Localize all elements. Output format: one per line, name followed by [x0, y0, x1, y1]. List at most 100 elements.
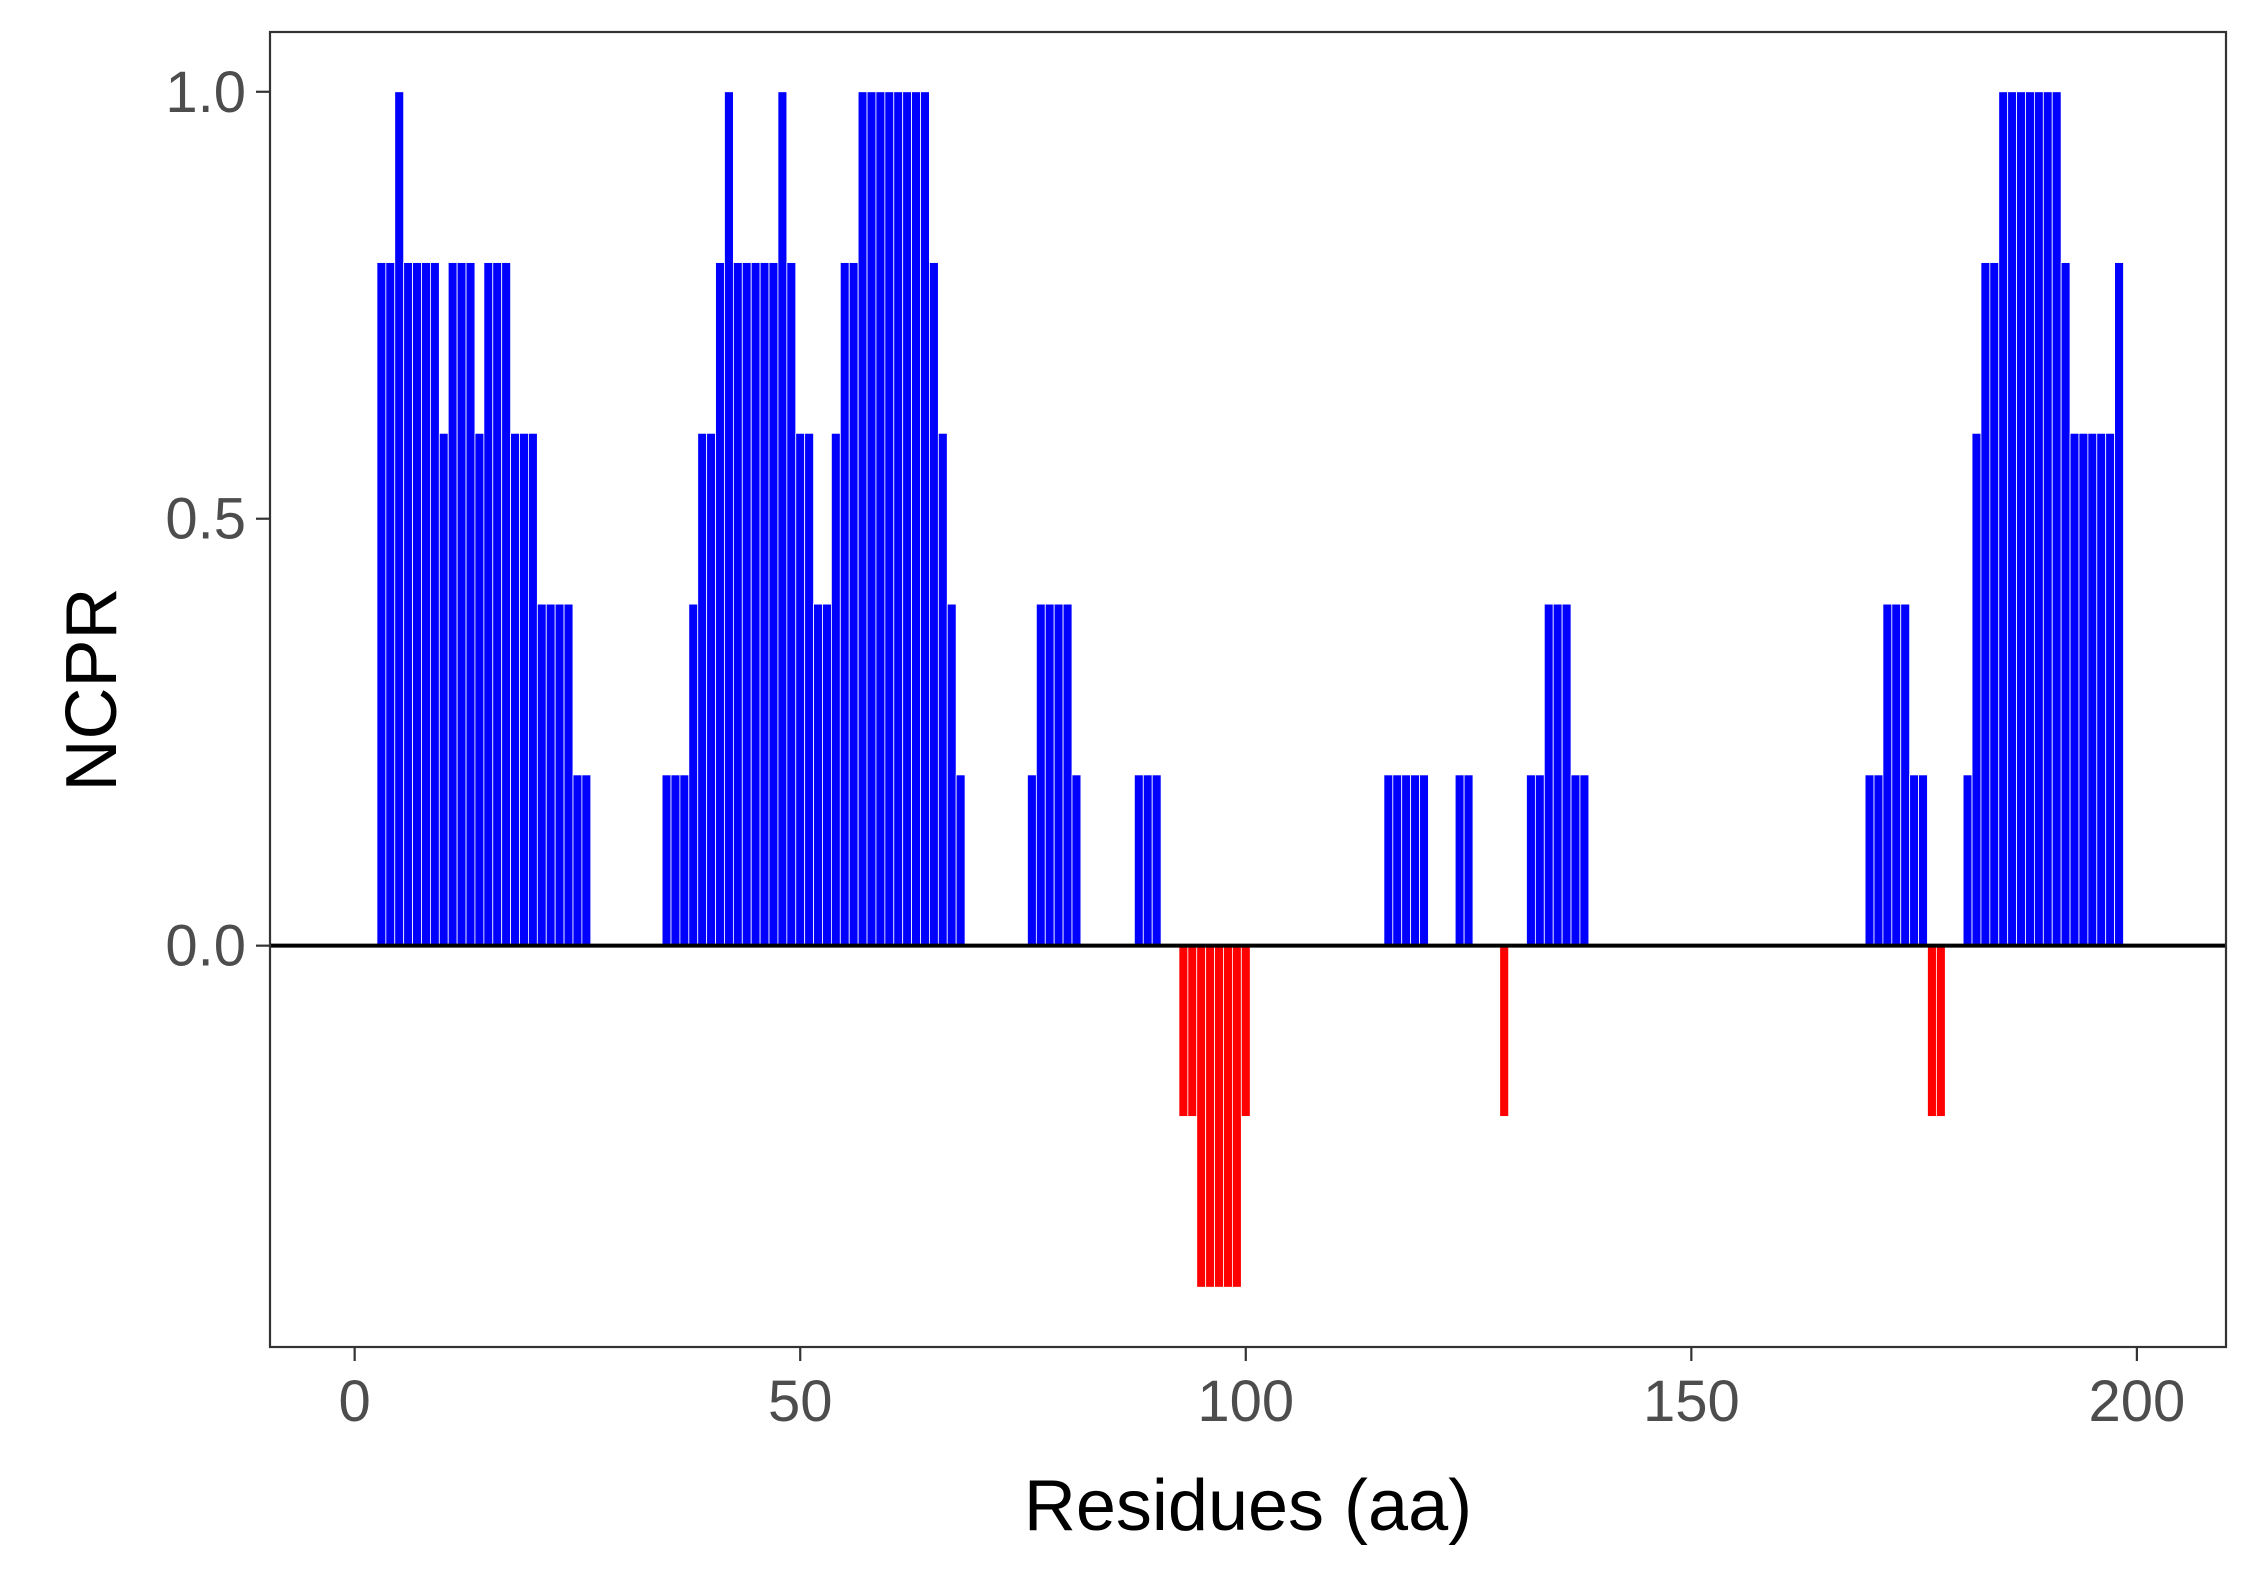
bar-residue-190 — [2042, 91, 2053, 947]
bar-residue-89 — [1142, 774, 1153, 947]
bar-residue-43 — [732, 262, 743, 947]
bar-residue-76 — [1027, 774, 1037, 947]
bar-residue-192 — [2060, 262, 2071, 947]
bar-residue-94 — [1187, 945, 1198, 1117]
bar-residue-189 — [2034, 91, 2044, 947]
bar-residue-98 — [1223, 945, 1233, 1288]
bar-residue-38 — [688, 603, 699, 947]
bar-residue-100 — [1240, 945, 1251, 1117]
x-tick-label: 200 — [2088, 1369, 2185, 1434]
bar-residue-51 — [804, 432, 814, 947]
bar-residue-8 — [421, 262, 431, 947]
bar-residue-198 — [2114, 262, 2124, 947]
bar-residue-175 — [1909, 774, 1919, 947]
bar-residue-37 — [679, 774, 690, 947]
bar-residue-67 — [946, 603, 957, 947]
bar-residue-26 — [581, 774, 592, 947]
y-tick-label: 0.5 — [165, 487, 246, 552]
bar-residue-39 — [697, 432, 708, 947]
bar-residue-45 — [750, 262, 761, 947]
bar-residue-57 — [857, 91, 868, 947]
bar-residue-54 — [831, 432, 841, 947]
bar-residue-195 — [2087, 432, 2098, 947]
bar-residue-16 — [492, 262, 503, 947]
bar-residue-44 — [741, 262, 752, 947]
bar-residue-50 — [795, 432, 806, 947]
bar-residue-183 — [1980, 262, 1991, 947]
bar-residue-93 — [1178, 945, 1189, 1117]
bar-residue-171 — [1873, 774, 1884, 947]
bar-residue-132 — [1526, 774, 1536, 947]
bar-residue-182 — [1971, 432, 1982, 947]
bar-residue-14 — [474, 432, 485, 947]
bar-residue-19 — [519, 432, 529, 947]
x-tick-label: 0 — [339, 1369, 371, 1434]
bar-residue-61 — [893, 91, 904, 947]
y-axis: 0.0 0.5 1.0 — [165, 60, 270, 979]
bar-residue-21 — [536, 603, 547, 947]
bar-residue-118 — [1401, 774, 1412, 947]
bar-residue-17 — [501, 262, 512, 947]
bar-residue-117 — [1392, 774, 1403, 947]
bar-residue-11 — [447, 262, 458, 947]
bar-residue-81 — [1071, 774, 1082, 947]
bar-residue-80 — [1062, 603, 1073, 947]
bar-residue-7 — [412, 262, 422, 947]
bar-residue-4 — [385, 262, 396, 947]
bar-residue-6 — [403, 262, 413, 947]
bar-residue-47 — [768, 262, 779, 947]
bar-residue-119 — [1410, 774, 1420, 947]
bar-residue-49 — [786, 262, 797, 947]
bar-residue-138 — [1579, 774, 1590, 947]
plot-frame — [268, 30, 2228, 1349]
bar-residue-124 — [1454, 774, 1465, 947]
bar-residue-188 — [2025, 91, 2035, 947]
bar-residue-53 — [822, 603, 832, 947]
bar-residue-136 — [1561, 603, 1572, 947]
bar-residue-13 — [465, 262, 476, 947]
bar-residue-184 — [1989, 262, 2000, 947]
bar-residue-90 — [1151, 774, 1162, 947]
bar-residue-25 — [572, 774, 583, 947]
bar-residue-9 — [429, 262, 440, 947]
bar-residue-56 — [848, 262, 859, 947]
bar-residue-88 — [1133, 774, 1144, 947]
bar-residue-77 — [1035, 603, 1046, 947]
bar-residue-135 — [1552, 603, 1563, 947]
bar-residue-173 — [1891, 603, 1902, 947]
bar-residue-55 — [839, 262, 850, 947]
x-tick-label: 50 — [768, 1369, 833, 1434]
bar-residue-125 — [1463, 774, 1474, 947]
x-tick-label: 100 — [1197, 1369, 1294, 1434]
bar-residue-196 — [2096, 432, 2107, 947]
bar-residue-5 — [394, 91, 405, 947]
bar-residue-79 — [1053, 603, 1064, 947]
bar-residue-60 — [884, 91, 895, 947]
bar-residue-174 — [1900, 603, 1911, 947]
bar-residue-20 — [528, 432, 538, 947]
bar-residue-185 — [1998, 91, 2009, 947]
bar-residue-22 — [545, 603, 556, 947]
bar-residue-177 — [1927, 945, 1937, 1117]
bar-residue-36 — [670, 774, 681, 947]
bar-residue-178 — [1935, 945, 1946, 1117]
bar-residue-194 — [2078, 432, 2089, 947]
bar-residue-66 — [937, 432, 948, 947]
bar-residue-186 — [2007, 91, 2017, 947]
bar-residue-120 — [1419, 774, 1429, 947]
bar-residue-58 — [866, 91, 877, 947]
bar-residue-78 — [1044, 603, 1055, 947]
bar-residue-134 — [1543, 603, 1554, 947]
bar-residue-52 — [813, 603, 823, 947]
bar-residue-40 — [706, 432, 716, 947]
bar-residue-193 — [2069, 432, 2080, 947]
bar-residue-65 — [929, 262, 939, 947]
bar-residue-63 — [911, 91, 921, 947]
bar-residue-23 — [554, 603, 565, 947]
bar-residue-3 — [376, 262, 387, 947]
bar-residue-12 — [456, 262, 467, 947]
bar-residue-133 — [1534, 774, 1545, 947]
bar-residue-176 — [1918, 774, 1928, 947]
y-tick-label: 0.0 — [165, 914, 246, 979]
